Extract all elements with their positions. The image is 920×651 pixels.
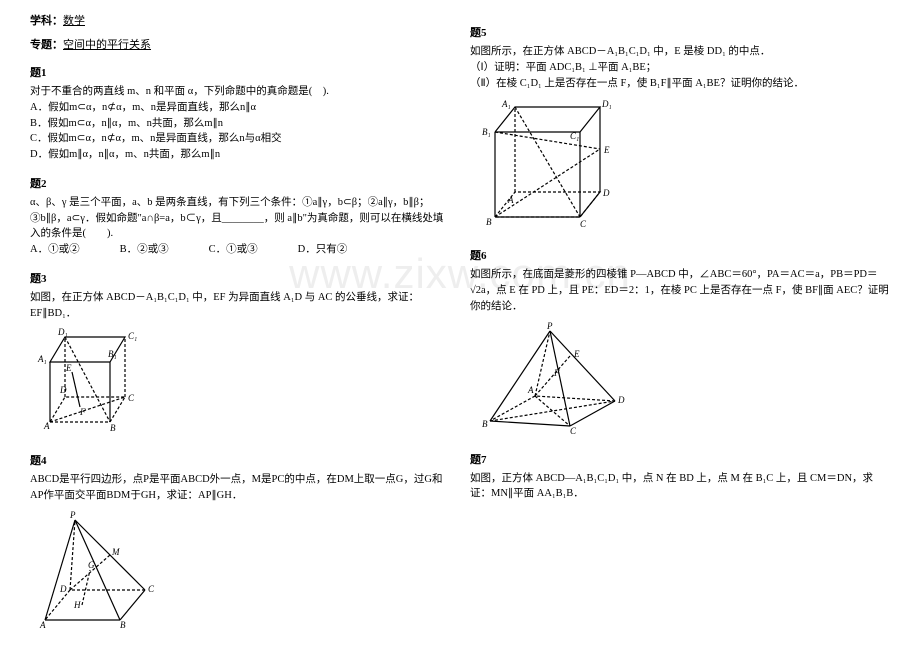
svg-text:H: H — [73, 600, 81, 610]
svg-text:A: A — [39, 620, 46, 630]
svg-text:F: F — [79, 407, 86, 417]
svg-text:G: G — [88, 560, 95, 570]
q4-figure: A B C D P M G H — [30, 510, 450, 633]
svg-text:C: C — [580, 219, 587, 229]
svg-text:B: B — [120, 620, 126, 630]
svg-text:D: D — [602, 188, 610, 198]
q2-optD: D．只有② — [298, 242, 348, 258]
q5-p2: （Ⅱ）在棱 C₁D₁ 上是否存在一点 F，使 B₁F∥平面 A₁BE？证明你的结… — [470, 76, 890, 92]
q4-label: 题4 — [30, 452, 450, 468]
subject-value: 数学 — [63, 15, 85, 27]
svg-text:C₁: C₁ — [128, 331, 137, 341]
q6-stem: 如图所示，在底面是菱形的四棱锥 P—ABCD 中，∠ABC＝60°，PA＝AC＝… — [470, 267, 890, 314]
subject-label: 学科： — [30, 15, 63, 27]
svg-text:D: D — [617, 395, 625, 405]
svg-text:C₁: C₁ — [570, 131, 579, 141]
svg-text:C: C — [148, 584, 155, 594]
svg-text:D: D — [59, 385, 67, 395]
svg-text:E: E — [65, 363, 72, 373]
q5-stem: 如图所示，在正方体 ABCD－A₁B₁C₁D₁ 中，E 是棱 DD₁ 的中点． — [470, 44, 890, 60]
svg-text:B₁: B₁ — [482, 127, 491, 137]
topic-label: 专题： — [30, 39, 63, 51]
svg-text:M: M — [111, 547, 120, 557]
q5-p1: （Ⅰ）证明：平面 ADC₁B₁ ⊥平面 A₁BE； — [470, 60, 890, 76]
q7-label: 题7 — [470, 451, 890, 467]
svg-text:B: B — [486, 217, 492, 227]
svg-text:A₁: A₁ — [37, 354, 47, 364]
q6-label: 题6 — [470, 247, 890, 263]
q1-optD: D．假如m∥α，n∥α，m、n共面，那么m∥n — [30, 147, 450, 163]
q2-stem: α、β、γ 是三个平面，a、b 是两条直线，有下列三个条件：①a∥γ，b⊂β；②… — [30, 195, 450, 242]
q1-optA: A．假如m⊂α，n⊄α，m、n是异面直线，那么n∥α — [30, 100, 450, 116]
subject-line: 学科：数学 — [30, 12, 450, 28]
svg-text:A: A — [43, 421, 50, 431]
svg-text:E: E — [603, 145, 610, 155]
svg-text:B₁: B₁ — [108, 349, 117, 359]
q2-options: A．①或② B．②或③ C．①或③ D．只有② — [30, 242, 450, 258]
q2-optB: B．②或③ — [120, 242, 169, 258]
svg-text:B: B — [110, 423, 116, 433]
topic-value: 空间中的平行关系 — [63, 39, 151, 51]
right-column: 题5 如图所示，在正方体 ABCD－A₁B₁C₁D₁ 中，E 是棱 DD₁ 的中… — [460, 12, 900, 639]
svg-text:C: C — [570, 426, 577, 436]
q1-stem: 对于不重合的两直线 m、n 和平面 α，下列命题中的真命题是( ). — [30, 84, 450, 100]
svg-text:A₁: A₁ — [501, 99, 511, 109]
svg-text:E: E — [573, 349, 580, 359]
svg-text:B: B — [482, 419, 488, 429]
svg-text:P: P — [546, 321, 553, 331]
q2-optC: C．①或③ — [209, 242, 258, 258]
svg-text:F: F — [553, 368, 560, 378]
q2-label: 题2 — [30, 175, 450, 191]
svg-text:A: A — [507, 195, 514, 205]
topic-line: 专题：空间中的平行关系 — [30, 36, 450, 52]
q7-stem: 如图，正方体 ABCD—A₁B₁C₁D₁ 中，点 N 在 BD 上，点 M 在 … — [470, 471, 890, 503]
left-column: 学科：数学 专题：空间中的平行关系 题1 对于不重合的两直线 m、n 和平面 α… — [20, 12, 460, 639]
svg-text:P: P — [69, 510, 76, 520]
q1-optC: C．假如m⊂α，n⊄α，m、n是异面直线，那么n与α相交 — [30, 131, 450, 147]
q5-figure: A B C D A₁ B₁ C₁ D₁ E — [470, 97, 890, 235]
q6-figure: A B C D P E F — [470, 321, 890, 439]
q4-stem: ABCD是平行四边形，点P是平面ABCD外一点，M是PC的中点，在DM上取一点G… — [30, 472, 450, 504]
q2-optA: A．①或② — [30, 242, 80, 258]
q3-label: 题3 — [30, 270, 450, 286]
svg-text:D₁: D₁ — [57, 327, 68, 337]
page: 学科：数学 专题：空间中的平行关系 题1 对于不重合的两直线 m、n 和平面 α… — [0, 0, 920, 651]
q1-optB: B．假如m⊂α，n∥α，m、n共面，那么m∥n — [30, 116, 450, 132]
q3-figure: A B C D A₁ B₁ C₁ D₁ E F — [30, 327, 450, 440]
svg-text:D₁: D₁ — [601, 99, 612, 109]
q3-stem: 如图，在正方体 ABCD－A₁B₁C₁D₁ 中，EF 为异面直线 A₁D 与 A… — [30, 290, 450, 322]
svg-text:D: D — [59, 584, 67, 594]
svg-text:C: C — [128, 393, 135, 403]
q5-label: 题5 — [470, 24, 890, 40]
svg-text:A: A — [527, 385, 534, 395]
q1-label: 题1 — [30, 64, 450, 80]
